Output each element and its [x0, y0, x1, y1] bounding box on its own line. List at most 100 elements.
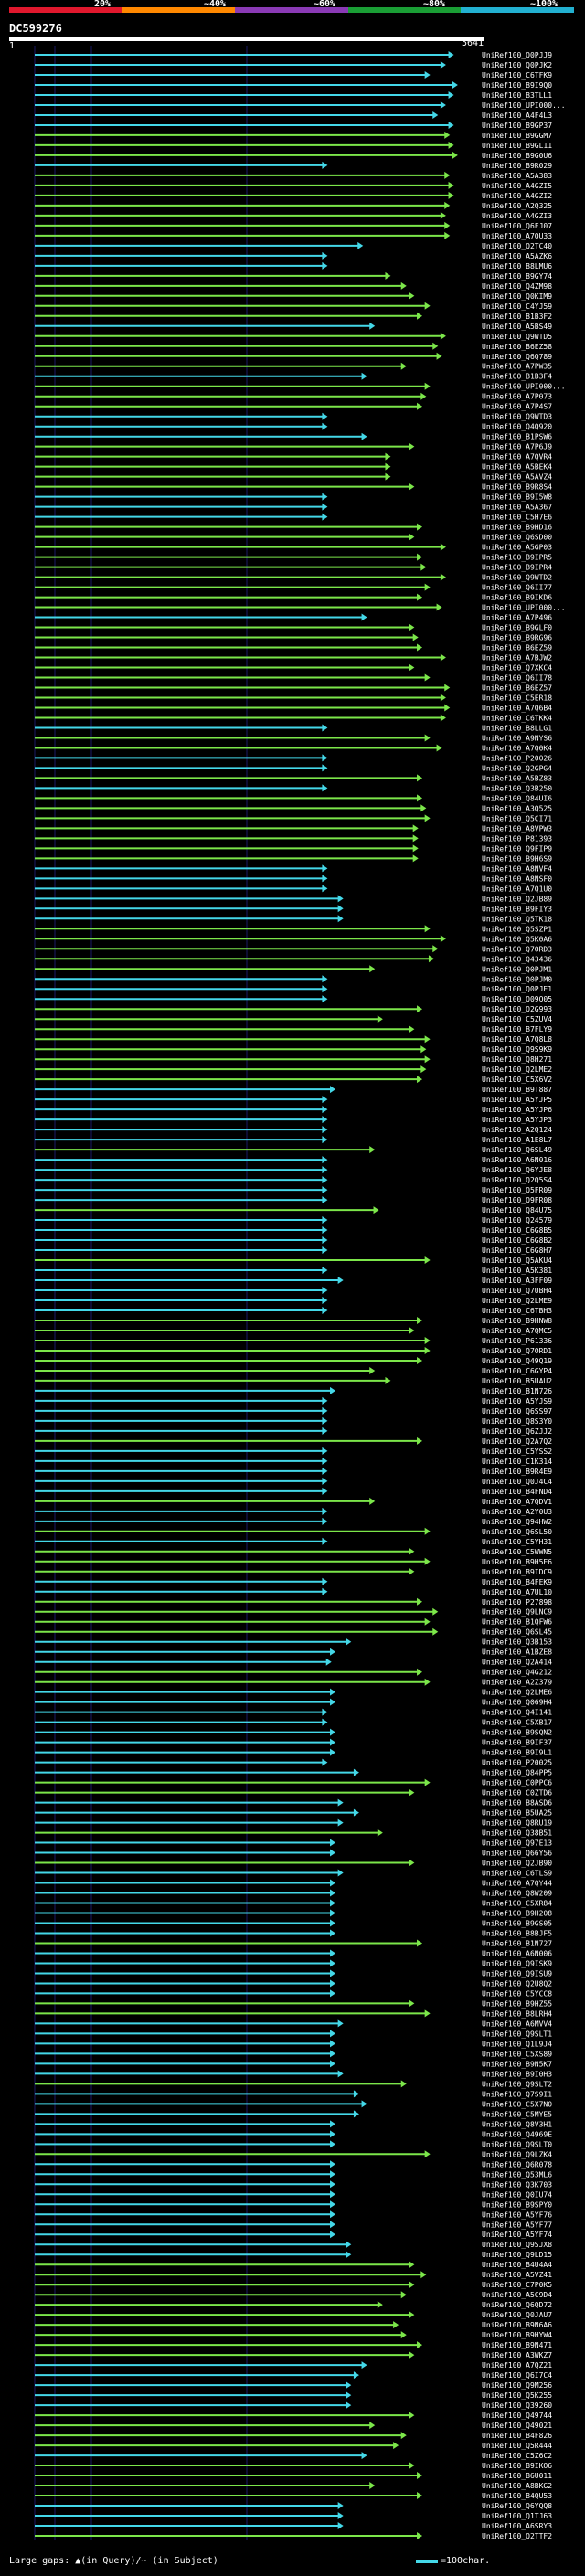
- alignment-hit[interactable]: UniRef100_Q43436: [35, 955, 552, 963]
- alignment-hit[interactable]: UniRef100_A7P496: [35, 613, 552, 622]
- alignment-hit[interactable]: UniRef100_Q0IU74: [35, 2190, 552, 2199]
- hit-label[interactable]: UniRef100_B8BJF5: [482, 1929, 552, 1937]
- alignment-hit[interactable]: UniRef100_Q6SL49: [35, 1146, 552, 1154]
- hit-label[interactable]: UniRef100_C6TKK4: [482, 714, 552, 722]
- alignment-hit[interactable]: UniRef100_Q7S9I1: [35, 2090, 552, 2098]
- hit-label[interactable]: UniRef100_Q6R078: [482, 2160, 552, 2168]
- alignment-hit[interactable]: UniRef100_B9IKD6: [35, 593, 552, 602]
- alignment-hit[interactable]: UniRef100_B9H5E6: [35, 1557, 552, 1566]
- hit-label[interactable]: UniRef100_Q9ISK9: [482, 1959, 552, 1967]
- hit-label[interactable]: UniRef100_Q2TTF2: [482, 2532, 552, 2540]
- hit-label[interactable]: UniRef100_B8LRH4: [482, 2009, 552, 2018]
- alignment-hit[interactable]: UniRef100_Q3B250: [35, 784, 552, 792]
- hit-label[interactable]: UniRef100_Q39260: [482, 2401, 552, 2410]
- hit-label[interactable]: UniRef100_B4F826: [482, 2432, 552, 2440]
- alignment-hit[interactable]: UniRef100_A5A367: [35, 503, 552, 512]
- alignment-hit[interactable]: UniRef100_Q0PJM1: [35, 965, 552, 973]
- alignment-hit[interactable]: UniRef100_Q9LD15: [35, 2251, 552, 2259]
- hit-label[interactable]: UniRef100_Q38B51: [482, 1829, 552, 1838]
- hit-label[interactable]: UniRef100_Q4ZM98: [482, 282, 552, 291]
- hit-label[interactable]: UniRef100_C5X6V2: [482, 1076, 552, 1084]
- alignment-hit[interactable]: UniRef100_C5H7E6: [35, 513, 552, 522]
- hit-label[interactable]: UniRef100_C6G8B5: [482, 1226, 552, 1235]
- alignment-hit[interactable]: UniRef100_Q4Q920: [35, 422, 552, 431]
- hit-label[interactable]: UniRef100_A7Q1U0: [482, 885, 552, 893]
- alignment-hit[interactable]: UniRef100_A7QU33: [35, 231, 552, 240]
- hit-label[interactable]: UniRef100_C5XB17: [482, 1719, 552, 1727]
- alignment-hit[interactable]: UniRef100_B5UAU2: [35, 1376, 552, 1385]
- hit-label[interactable]: UniRef100_A4GZI2: [482, 192, 552, 200]
- hit-label[interactable]: UniRef100_B1N727: [482, 1939, 552, 1947]
- alignment-hit[interactable]: UniRef100_Q6R078: [35, 2160, 552, 2168]
- alignment-hit[interactable]: UniRef100_B6U011: [35, 2472, 552, 2480]
- hit-label[interactable]: UniRef100_Q0PJK2: [482, 61, 552, 69]
- hit-label[interactable]: UniRef100_B9H5E6: [482, 1558, 552, 1566]
- alignment-hit[interactable]: UniRef100_A7QZ21: [35, 2361, 552, 2369]
- alignment-hit[interactable]: UniRef100_B9GS05: [35, 1919, 552, 1927]
- alignment-hit[interactable]: UniRef100_B9HYW4: [35, 2331, 552, 2339]
- alignment-hit[interactable]: UniRef100_C5ER18: [35, 694, 552, 702]
- alignment-hit[interactable]: UniRef100_Q6II78: [35, 673, 552, 682]
- hit-label[interactable]: UniRef100_C5YCC8: [482, 1989, 552, 1998]
- hit-label[interactable]: UniRef100_Q84UI6: [482, 794, 552, 802]
- hit-label[interactable]: UniRef100_Q2LME2: [482, 1065, 552, 1074]
- alignment-hit[interactable]: UniRef100_Q84UI6: [35, 794, 552, 802]
- alignment-hit[interactable]: UniRef100_B9GLF0: [35, 623, 552, 632]
- hit-label[interactable]: UniRef100_Q9FR08: [482, 1196, 552, 1204]
- alignment-hit[interactable]: UniRef100_B4FND4: [35, 1487, 552, 1496]
- hit-label[interactable]: UniRef100_B9GGM7: [482, 132, 552, 140]
- alignment-hit[interactable]: UniRef100_Q1L9J4: [35, 2040, 552, 2048]
- alignment-hit[interactable]: UniRef100_Q6QD72: [35, 2301, 552, 2309]
- alignment-hit[interactable]: UniRef100_Q6ZJJ2: [35, 1426, 552, 1436]
- hit-label[interactable]: UniRef100_C6G8B2: [482, 1236, 552, 1245]
- hit-label[interactable]: UniRef100_B6EZ57: [482, 684, 552, 692]
- hit-label[interactable]: UniRef100_B1B3F2: [482, 313, 552, 321]
- hit-label[interactable]: UniRef100_Q0PJM0: [482, 975, 552, 983]
- hit-label[interactable]: UniRef100_A5A367: [482, 504, 552, 512]
- alignment-hit[interactable]: UniRef100_B1B3F2: [35, 312, 552, 321]
- hit-label[interactable]: UniRef100_A1BZE8: [482, 1648, 552, 1657]
- hit-label[interactable]: UniRef100_A7PW35: [482, 363, 552, 371]
- alignment-hit[interactable]: UniRef100_A7Q8L8: [35, 1035, 552, 1044]
- alignment-hit[interactable]: UniRef100_A5GP03: [35, 543, 552, 552]
- hit-label[interactable]: UniRef100_Q2LME9: [482, 1297, 552, 1305]
- alignment-hit[interactable]: UniRef100_Q2JB90: [35, 1859, 552, 1868]
- alignment-hit[interactable]: UniRef100_A2Q124: [35, 1126, 552, 1134]
- alignment-hit[interactable]: UniRef100_B9IF37: [35, 1738, 552, 1747]
- hit-label[interactable]: UniRef100_C5YSS2: [482, 1447, 552, 1456]
- hit-label[interactable]: UniRef100_B9R8S4: [482, 483, 552, 492]
- hit-label[interactable]: UniRef100_Q0PJJ9: [482, 51, 552, 59]
- hit-label[interactable]: UniRef100_Q2G993: [482, 1005, 552, 1013]
- hit-label[interactable]: UniRef100_B9GS05: [482, 1919, 552, 1927]
- alignment-hit[interactable]: UniRef100_Q0JAU7: [35, 2311, 552, 2319]
- alignment-hit[interactable]: UniRef100_B9R4E9: [35, 1467, 552, 1476]
- hit-label[interactable]: UniRef100_A4GZI3: [482, 212, 552, 220]
- alignment-hit[interactable]: UniRef100_C0ZTD6: [35, 1788, 552, 1797]
- hit-label[interactable]: UniRef100_B1PSW6: [482, 433, 552, 441]
- alignment-hit[interactable]: UniRef100_B9IPR4: [35, 563, 552, 572]
- alignment-hit[interactable]: UniRef100_Q7ORD1: [35, 1346, 552, 1355]
- hit-label[interactable]: UniRef100_C5ZUV4: [482, 1015, 552, 1023]
- alignment-hit[interactable]: UniRef100_Q8W209: [35, 1889, 552, 1898]
- hit-label[interactable]: UniRef100_B9HD16: [482, 524, 552, 532]
- alignment-hit[interactable]: UniRef100_A3Q525: [35, 804, 552, 812]
- alignment-hit[interactable]: UniRef100_Q7ORD3: [35, 945, 552, 953]
- alignment-hit[interactable]: UniRef100_Q9SLT2: [35, 2080, 552, 2088]
- hit-label[interactable]: UniRef100_Q0KIM9: [482, 292, 552, 301]
- hit-label[interactable]: UniRef100_B9FIY3: [482, 905, 552, 913]
- hit-label[interactable]: UniRef100_C5MYE5: [482, 2110, 552, 2118]
- hit-label[interactable]: UniRef100_B9RG96: [482, 634, 552, 642]
- hit-label[interactable]: UniRef100_Q9WTD3: [482, 413, 552, 421]
- alignment-hit[interactable]: UniRef100_Q6YQQ8: [35, 2502, 552, 2510]
- alignment-hit[interactable]: UniRef100_Q9S9K9: [35, 1045, 552, 1054]
- alignment-hit[interactable]: UniRef100_A8NSF0: [35, 875, 552, 883]
- alignment-hit[interactable]: UniRef100_A5YF74: [35, 2231, 552, 2239]
- hit-label[interactable]: UniRef100_A4F4L3: [482, 111, 552, 120]
- hit-label[interactable]: UniRef100_A7Q6B4: [482, 704, 552, 712]
- alignment-hit[interactable]: UniRef100_Q8RU19: [35, 1818, 552, 1828]
- hit-label[interactable]: UniRef100_Q6QD72: [482, 2301, 552, 2309]
- hit-label[interactable]: UniRef100_B9IKO6: [482, 2462, 552, 2470]
- hit-label[interactable]: UniRef100_A4GZI5: [482, 182, 552, 190]
- hit-label[interactable]: UniRef100_B6EZ58: [482, 343, 552, 351]
- alignment-hit[interactable]: UniRef100_B9GP37: [35, 121, 552, 130]
